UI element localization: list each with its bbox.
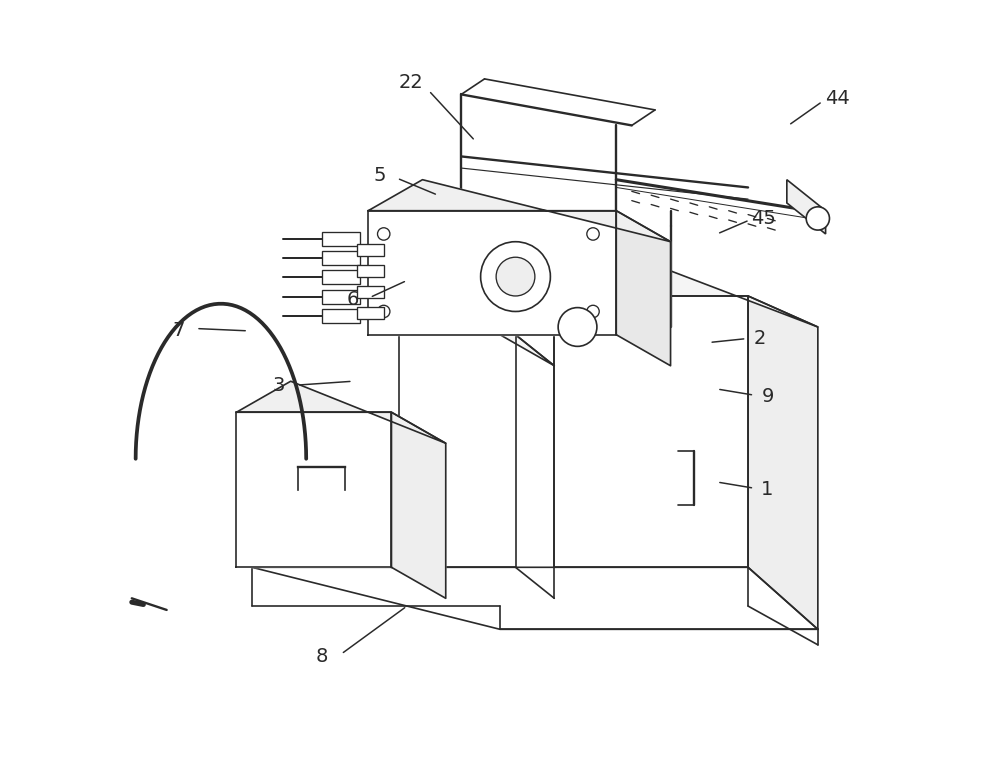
Circle shape <box>587 228 599 240</box>
Polygon shape <box>236 412 391 567</box>
Text: 7: 7 <box>172 321 184 340</box>
Polygon shape <box>554 296 748 567</box>
Polygon shape <box>368 180 671 242</box>
Text: 3: 3 <box>273 376 285 394</box>
Polygon shape <box>357 265 384 278</box>
Circle shape <box>378 228 390 240</box>
Polygon shape <box>322 251 360 265</box>
Polygon shape <box>616 211 671 366</box>
Polygon shape <box>787 180 826 234</box>
Polygon shape <box>399 303 554 366</box>
Circle shape <box>558 307 597 346</box>
Polygon shape <box>368 211 616 335</box>
Polygon shape <box>554 265 818 327</box>
Circle shape <box>481 242 550 311</box>
Polygon shape <box>399 335 516 567</box>
Polygon shape <box>357 286 384 298</box>
Text: 22: 22 <box>398 73 423 93</box>
Circle shape <box>378 305 390 317</box>
Polygon shape <box>322 309 360 323</box>
Text: 45: 45 <box>751 209 776 228</box>
Polygon shape <box>357 307 384 319</box>
Circle shape <box>496 258 535 296</box>
Text: 5: 5 <box>374 166 386 185</box>
Polygon shape <box>357 244 384 257</box>
Polygon shape <box>391 412 446 598</box>
Polygon shape <box>252 567 818 629</box>
Text: 44: 44 <box>825 89 850 108</box>
Text: 6: 6 <box>347 290 359 310</box>
Text: 2: 2 <box>754 329 766 348</box>
Polygon shape <box>322 232 360 246</box>
Text: 9: 9 <box>761 387 774 406</box>
Polygon shape <box>322 289 360 303</box>
Circle shape <box>806 207 829 230</box>
Polygon shape <box>748 296 818 629</box>
Circle shape <box>587 305 599 317</box>
Polygon shape <box>236 381 446 443</box>
Text: 1: 1 <box>761 480 774 499</box>
Polygon shape <box>322 271 360 284</box>
Text: 8: 8 <box>316 647 328 666</box>
